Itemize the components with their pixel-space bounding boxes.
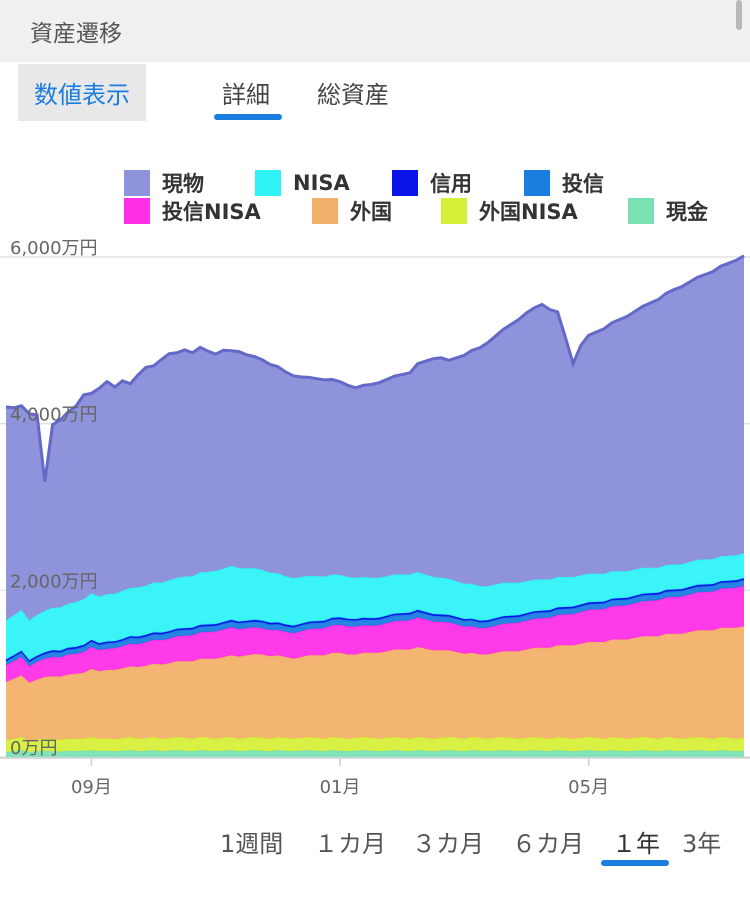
legend-item[interactable]: 外国NISA (441, 198, 578, 224)
area-series (6, 553, 744, 661)
legend-swatch (628, 198, 654, 224)
legend-item[interactable]: 現金 (628, 198, 708, 224)
range-3-months[interactable]: ３カ月 (412, 830, 484, 858)
legend-swatch (524, 170, 550, 196)
area-series (6, 255, 744, 621)
range-1-year[interactable]: １年 (612, 830, 660, 858)
range-1-week[interactable]: 1週間 (220, 830, 284, 858)
legend-label: NISA (293, 171, 350, 195)
area-series (6, 585, 744, 683)
legend-label: 外国 (350, 200, 392, 224)
legend-swatch (124, 170, 150, 196)
numeric-display-button[interactable]: 数値表示 (18, 64, 146, 121)
legend-swatch (124, 198, 150, 224)
y-tick-label: 6,000万円 (10, 238, 98, 259)
legend-item[interactable]: 現物 (124, 170, 204, 196)
scrollbar[interactable] (736, 0, 742, 30)
x-tick-label: 01月 (320, 777, 361, 798)
legend-item[interactable]: NISA (255, 170, 350, 196)
range-3-years[interactable]: 3年 (682, 830, 722, 858)
series-line (5, 254, 745, 482)
active-range-indicator (601, 860, 669, 866)
x-tick-label: 05月 (568, 777, 609, 798)
legend-item[interactable]: 外国 (312, 198, 392, 224)
legend-swatch (441, 198, 467, 224)
legend-item[interactable]: 投信 (524, 170, 604, 196)
area-series (6, 579, 744, 667)
legend-label: 投信 (562, 172, 604, 196)
tab-total-assets[interactable]: 総資産 (317, 81, 389, 109)
legend-item[interactable]: 投信NISA (124, 198, 261, 224)
legend-label: 投信NISA (162, 200, 261, 224)
header-bar: 資産遷移 (0, 0, 750, 62)
tab-detail[interactable]: 詳細 (222, 81, 270, 109)
y-tick-label: 2,000万円 (10, 571, 98, 592)
area-series (6, 737, 744, 752)
y-tick-label: 0万円 (10, 738, 57, 759)
asset-area-chart: 0万円 2,000万円 4,000万円 6,000万円 09月 01月 05月 (0, 238, 750, 798)
x-tick-label: 09月 (71, 777, 112, 798)
legend-label: 信用 (430, 172, 472, 196)
legend-swatch (255, 170, 281, 196)
legend-label: 現物 (162, 172, 204, 196)
y-tick-label: 4,000万円 (10, 405, 98, 426)
legend-item[interactable]: 信用 (392, 170, 472, 196)
legend-label: 外国NISA (479, 200, 578, 224)
range-1-month[interactable]: １カ月 (314, 830, 386, 858)
range-6-months[interactable]: ６カ月 (512, 830, 584, 858)
legend-swatch (312, 198, 338, 224)
legend-label: 現金 (666, 200, 708, 224)
active-tab-indicator (214, 114, 282, 120)
area-series (6, 626, 744, 742)
page-title: 資産遷移 (30, 21, 122, 47)
legend-swatch (392, 170, 418, 196)
